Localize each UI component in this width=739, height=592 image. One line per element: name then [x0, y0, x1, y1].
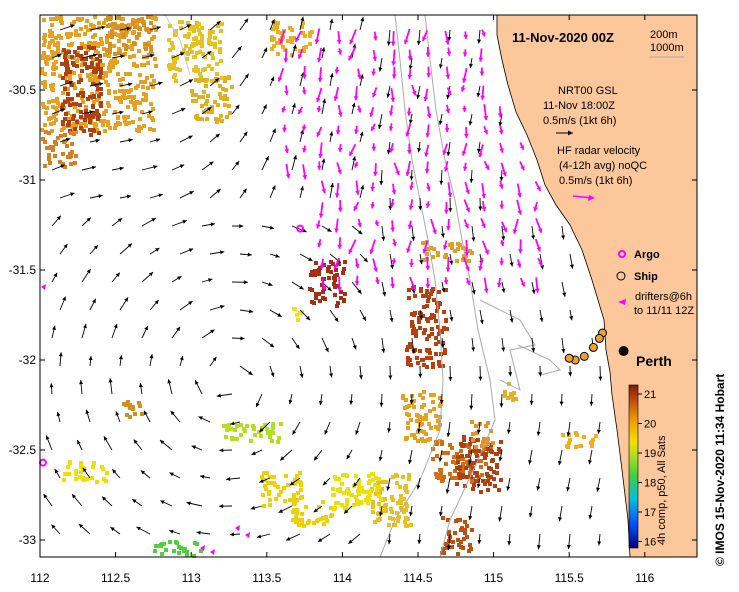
y-tick-label: -32: [19, 353, 37, 367]
x-tick-label: 114: [333, 571, 352, 585]
ship-legend-icon: [616, 271, 626, 281]
colorbar-tick-label: 19: [644, 448, 656, 460]
argo-legend-label: Argo: [634, 249, 660, 261]
drifters-legend-line2: to 11/11 12Z: [634, 305, 694, 317]
y-tick-label: -31.5: [9, 263, 37, 277]
argo-marker: [296, 224, 305, 233]
colorbar-tick-label: 17: [644, 507, 656, 519]
land-mass: [496, 14, 698, 558]
hf-legend-line1: HF radar velocity: [557, 145, 641, 157]
y-tick-label: -30.5: [9, 83, 37, 97]
drifter-legend-icon: [618, 299, 626, 305]
x-tick-label: 113.5: [252, 571, 281, 585]
colorbar-tick-label: 21: [644, 389, 656, 401]
ship-marker: [579, 351, 589, 361]
drifters-legend-line1: drifters@6h: [635, 291, 692, 303]
y-tick-label: -32.5: [9, 443, 37, 457]
x-tick-label: 115.5: [555, 571, 584, 585]
gsl-legend-line2: 11-Nov 18:00Z: [543, 100, 615, 112]
city-label-perth: Perth: [636, 353, 672, 369]
perth-marker: [618, 346, 629, 356]
ship-marker: [564, 353, 574, 363]
x-tick-label: 112.5: [101, 571, 130, 585]
hf-legend-line2: (4-12h avg) noQC: [559, 160, 647, 172]
ship-marker: [588, 342, 598, 352]
x-tick-label: 114.5: [403, 571, 432, 585]
x-tick-label: 116: [635, 571, 654, 585]
gsl-velocity-arrows: [43, 16, 603, 550]
x-tick-label: 112: [30, 571, 49, 585]
isobath-label-1000m: 1000m: [650, 42, 684, 54]
y-tick-label: -31: [19, 173, 37, 187]
gsl-legend-line3: 0.5m/s (1kt 6h): [543, 115, 616, 127]
argo-legend-icon: [618, 250, 626, 258]
x-tick-label: 115: [484, 571, 503, 585]
hf-legend-arrow-head: [588, 195, 595, 201]
gsl-legend-line1: NRT00 GSL: [558, 85, 618, 97]
colorbar-ticks: 21 20 19 18 17 16: [638, 389, 656, 549]
hf-radar-arrows: [41, 28, 543, 555]
colorbar-tick-label: 20: [644, 419, 656, 431]
map-frame: [39, 14, 698, 558]
sst-pixels: [40, 15, 598, 558]
hf-legend-line3: 0.5m/s (1kt 6h): [559, 175, 632, 187]
credit-text: © IMOS 15-Nov-2020 11:34 Hobart: [713, 374, 727, 566]
markers: [39, 224, 629, 467]
gsl-legend-arrow-head: [568, 130, 573, 136]
x-tick-label: 113: [182, 571, 201, 585]
ship-legend-label: Ship: [634, 271, 658, 283]
colorbar: [628, 384, 639, 549]
axis-ticks: 112 112.5 113 113.5 114 114.5 115 115.5 116 -30.5…: [9, 15, 697, 585]
map-title: 11-Nov-2020 00Z: [512, 30, 614, 45]
colorbar-label: 4h comp, p50, All Sats: [656, 435, 668, 545]
isobath-label-200m: 200m: [650, 29, 678, 41]
colorbar-tick-label: 18: [644, 478, 656, 490]
y-tick-label: -33: [19, 533, 37, 547]
ship-marker: [594, 333, 604, 343]
colorbar-tick-label: 16: [644, 537, 656, 549]
